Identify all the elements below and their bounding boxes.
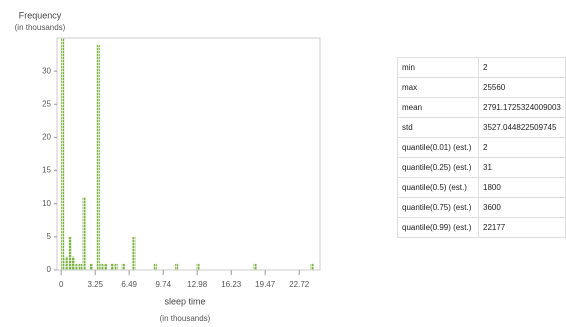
bar [82,197,86,270]
stat-value: 2 [478,57,566,78]
stats-table: min 2 max 25560 mean 2791.1725324009003 std 352… [397,57,566,238]
stat-value: 3527.044822509745 [478,117,566,138]
x-tick-label: 6.49 [121,280,137,289]
y-tick-label: 30 [42,66,51,75]
stat-name: quantile(0.25) (est.) [397,157,479,178]
x-tick-label: 16.23 [221,280,242,289]
bar [75,263,79,270]
bar [103,263,107,270]
table-row: max 25560 [397,77,566,98]
y-axis-label: Frequency [19,10,62,20]
bar [175,263,179,270]
stat-value: 22177 [478,217,566,238]
stat-name: mean [397,97,479,118]
x-tick-label: 12.98 [187,280,208,289]
y-tick-label: 0 [47,265,52,274]
y-tick-label: 20 [42,133,51,142]
bar [89,263,93,270]
table-row: std 3527.044822509745 [397,117,566,138]
table-row: quantile(0.25) (est.) 31 [397,157,566,178]
bar [253,263,257,270]
x-tick-label: 9.74 [155,280,171,289]
stat-name: quantile(0.5) (est.) [397,177,479,198]
bar [61,38,65,270]
table-row: mean 2791.1725324009003 [397,97,566,118]
table-row: quantile(0.5) (est.) 1800 [397,177,566,198]
plot-frame [56,37,321,271]
x-axis-unit: (in thousands) [160,314,211,323]
bar [310,263,314,270]
bar [64,256,68,270]
x-tick-label: 3.25 [87,280,103,289]
x-tick-label: 22.72 [289,280,310,289]
bar [196,263,200,270]
y-tick-label: 25 [42,99,51,108]
bar [153,263,157,270]
bar [100,263,104,270]
stat-name: quantile(0.99) (est.) [397,217,479,238]
y-tick-label: 15 [42,166,51,175]
bar [132,236,136,270]
y-tick-label: 10 [42,199,51,208]
stat-value: 25560 [478,77,566,98]
bar [114,263,118,270]
table-row: min 2 [397,57,566,78]
x-axis-label: sleep time [164,296,205,306]
stat-name: std [397,117,479,138]
stat-value: 2791.1725324009003 [478,97,566,118]
x-tick-label: 19.47 [255,280,276,289]
bar [68,236,72,270]
bar [111,263,115,270]
stat-value: 31 [478,157,566,178]
y-axis-unit: (in thousands) [15,23,66,32]
table-row: quantile(0.99) (est.) 22177 [397,217,566,238]
stat-name: max [397,77,479,98]
bar [96,44,100,270]
table-row: quantile(0.01) (est.) 2 [397,137,566,158]
stat-value: 3600 [478,197,566,218]
table-row: quantile(0.75) (est.) 3600 [397,197,566,218]
bar [79,263,82,270]
stat-value: 1800 [478,177,566,198]
x-tick-label: 0 [59,280,64,289]
stat-name: min [397,57,479,78]
stat-name: quantile(0.75) (est.) [397,197,479,218]
stat-value: 2 [478,137,566,158]
bar [71,256,75,270]
bar [121,263,125,270]
y-tick-label: 5 [47,232,52,241]
stat-name: quantile(0.01) (est.) [397,137,479,158]
